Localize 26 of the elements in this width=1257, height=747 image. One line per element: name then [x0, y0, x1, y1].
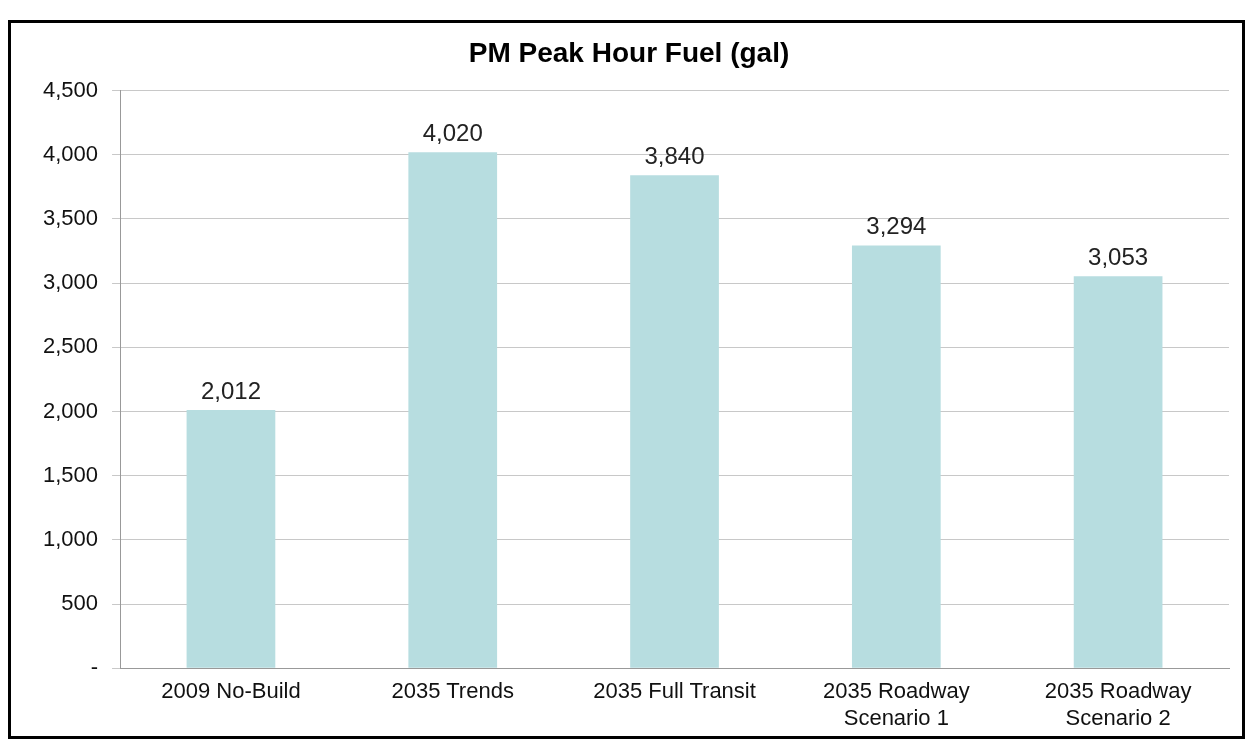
y-tick-label: 4,500	[42, 76, 99, 102]
x-tick-label: 2035 Full Transit	[593, 678, 756, 704]
y-tick-label: 2,500	[42, 333, 99, 359]
bar	[1073, 276, 1163, 668]
y-tick-label: 500	[61, 590, 99, 616]
x-tick-label: 2035 Roadway Scenario 2	[1044, 678, 1192, 730]
y-tick-label: 3,000	[42, 269, 99, 295]
y-tick-label: 3,500	[42, 205, 99, 231]
bar	[186, 409, 276, 668]
y-tick-label: 1,500	[42, 461, 99, 487]
x-tick-label: 2009 No-Build	[161, 678, 301, 704]
x-tick-label: 2035 Trends	[391, 678, 514, 704]
data-label: 2,012	[200, 376, 261, 404]
y-tick-label: -	[90, 654, 99, 680]
x-tick-label: 2035 Roadway Scenario 1	[822, 678, 970, 730]
chart-title: PM Peak Hour Fuel (gal)	[468, 36, 790, 68]
data-label: 3,294	[866, 212, 927, 240]
y-tick-label: 1,000	[42, 525, 99, 551]
data-label: 4,020	[422, 118, 483, 146]
data-label: 3,053	[1088, 242, 1149, 270]
bar	[408, 152, 498, 668]
bar	[630, 175, 719, 668]
bar	[851, 245, 941, 668]
data-label: 3,840	[644, 141, 705, 169]
y-tick-label: 4,000	[42, 140, 99, 166]
y-tick-label: 2,000	[42, 397, 99, 423]
